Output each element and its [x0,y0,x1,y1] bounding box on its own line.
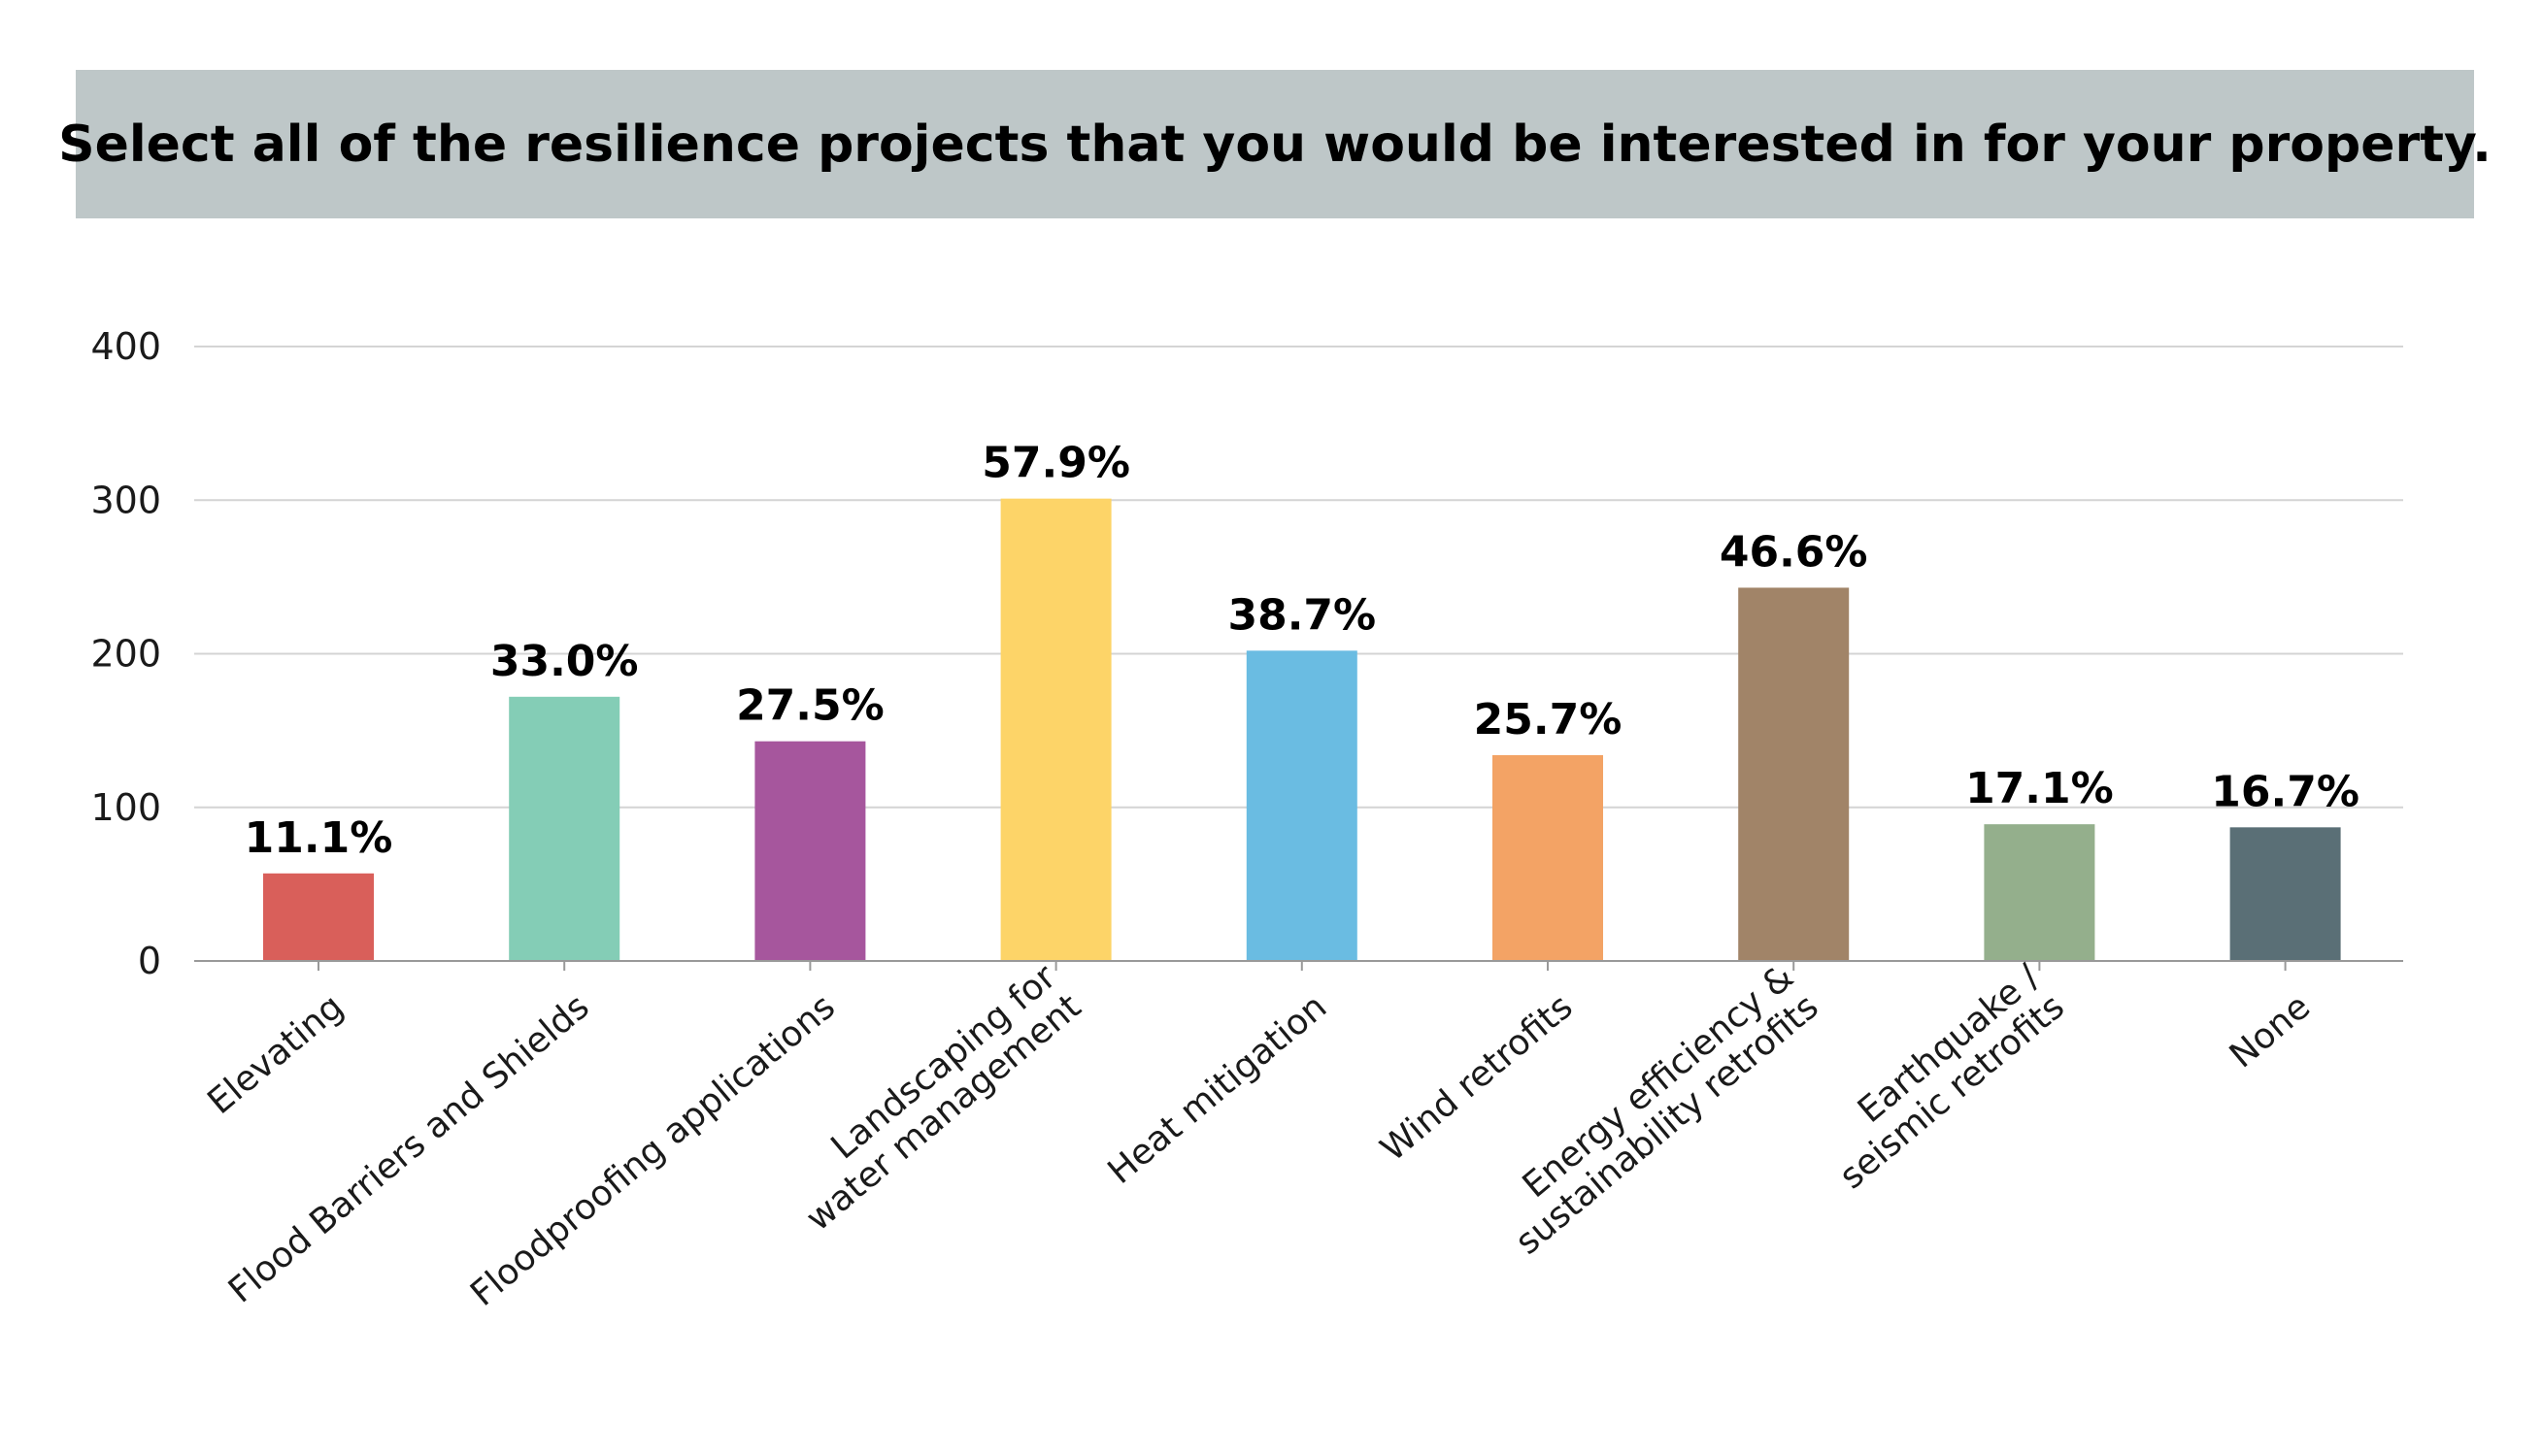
data-labels: 11.1% 33.0% 27.5% 57.9% 38.7% 25.7% 46.6% 17.1%… [245,439,2359,863]
y-tick-label: 400 [90,325,161,368]
data-label: 38.7% [1227,590,1376,640]
data-label: 57.9% [982,439,1130,488]
x-tick-label: water management [799,987,1088,1240]
data-label: 25.7% [1474,695,1623,745]
x-axis [194,960,2403,971]
data-label: 33.0% [490,637,639,686]
data-label: 16.7% [2211,767,2359,816]
data-label: 46.6% [1720,527,1868,577]
x-tick-label: Heat mitigation [1101,987,1335,1192]
x-tick-label: Elevating [200,987,351,1122]
chart-title: Select all of the resilience projects th… [58,115,2492,174]
data-label: 27.5% [736,681,885,731]
y-tick-label: 100 [90,786,161,829]
category-label-group: Earthquake /seismic retrofits [1832,956,2072,1197]
bar [2229,827,2341,961]
category-label-group: Elevating [200,987,351,1122]
x-tick-label: None [2223,987,2318,1076]
bars [263,498,2341,961]
bar [1738,587,1850,961]
y-tick-label: 0 [138,940,161,982]
data-label: 17.1% [1965,764,2114,813]
bar [754,741,866,961]
data-label: 11.1% [245,813,393,863]
y-tick-label: 200 [90,633,161,676]
bar [1246,650,1357,961]
y-axis-ticks: 0 100 200 300 400 [90,325,161,982]
category-label-group: Wind retrofits [1373,987,1580,1170]
bar [509,696,620,961]
x-tick-label: Wind retrofits [1373,987,1580,1170]
category-label-group: Heat mitigation [1101,987,1335,1192]
bar [1000,498,1112,961]
y-tick-label: 300 [90,479,161,521]
category-label-group: None [2223,987,2318,1076]
chart-title-banner: Select all of the resilience projects th… [58,70,2492,218]
bar [1492,754,1603,961]
bar [1984,824,2095,961]
bar [263,873,374,961]
